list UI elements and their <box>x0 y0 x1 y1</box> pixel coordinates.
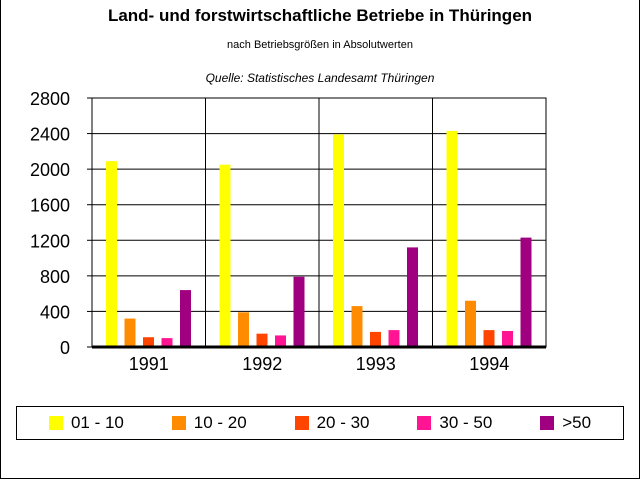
bar-chart: 0 400 800 1200 1600 2000 2400 2800 1991 1992 1993 1… <box>30 89 547 374</box>
legend-label: 10 - 20 <box>193 413 247 432</box>
y-tick-label: 800 <box>40 267 70 287</box>
bar <box>520 237 532 347</box>
bar <box>502 330 513 347</box>
bar <box>465 300 476 347</box>
bar <box>293 276 305 347</box>
bar <box>180 290 191 347</box>
bar <box>370 331 381 347</box>
x-tick-label: 1993 <box>356 354 396 374</box>
bar <box>256 333 268 347</box>
legend-item: 01 - 10 <box>48 413 124 433</box>
bar <box>351 306 363 347</box>
legend-swatch <box>171 416 186 430</box>
bar <box>275 335 286 347</box>
bar <box>388 330 400 347</box>
legend-label: >50 <box>562 413 592 432</box>
y-tick-label: 1600 <box>30 196 70 216</box>
bar <box>161 338 173 347</box>
legend-swatch <box>48 416 63 430</box>
legend-swatch <box>417 416 432 430</box>
chart-legend: 01 - 10 10 - 20 20 - 30 30 - 50 >50 <box>16 406 624 440</box>
bar <box>106 161 117 347</box>
y-tick-label: 1200 <box>30 231 70 251</box>
y-tick-label: 2800 <box>30 89 70 109</box>
legend-label: 01 - 10 <box>70 413 124 432</box>
bar <box>219 164 231 347</box>
legend-item: >50 <box>540 413 591 433</box>
bar <box>333 134 344 347</box>
chart-title: Land- und forstwirtschaftliche Betriebe … <box>107 6 533 25</box>
legend-item: 10 - 20 <box>171 413 247 433</box>
y-tick-label: 400 <box>40 302 70 322</box>
legend-label: 20 - 30 <box>316 413 370 432</box>
bar <box>238 312 249 347</box>
x-tick-label: 1991 <box>129 354 169 374</box>
legend-label: 30 - 50 <box>439 413 493 432</box>
bar <box>124 318 136 347</box>
chart-source: Quelle: Statistisches Landesamt Thüringe… <box>205 71 435 85</box>
bar <box>143 337 154 347</box>
y-tick-label: 0 <box>60 338 70 358</box>
chart-subtitle: nach Betriebsgrößen in Absolutwerten <box>227 39 413 51</box>
y-tick-label: 2400 <box>30 125 70 145</box>
x-tick-label: 1992 <box>242 354 282 374</box>
bar <box>483 330 495 347</box>
x-tick-label: 1994 <box>469 354 509 374</box>
legend-swatch <box>294 416 309 430</box>
y-tick-label: 2000 <box>30 160 70 180</box>
bar <box>407 247 418 347</box>
legend-item: 20 - 30 <box>294 413 370 433</box>
bar <box>446 130 458 347</box>
legend-item: 30 - 50 <box>417 413 492 433</box>
legend-swatch <box>540 416 555 430</box>
